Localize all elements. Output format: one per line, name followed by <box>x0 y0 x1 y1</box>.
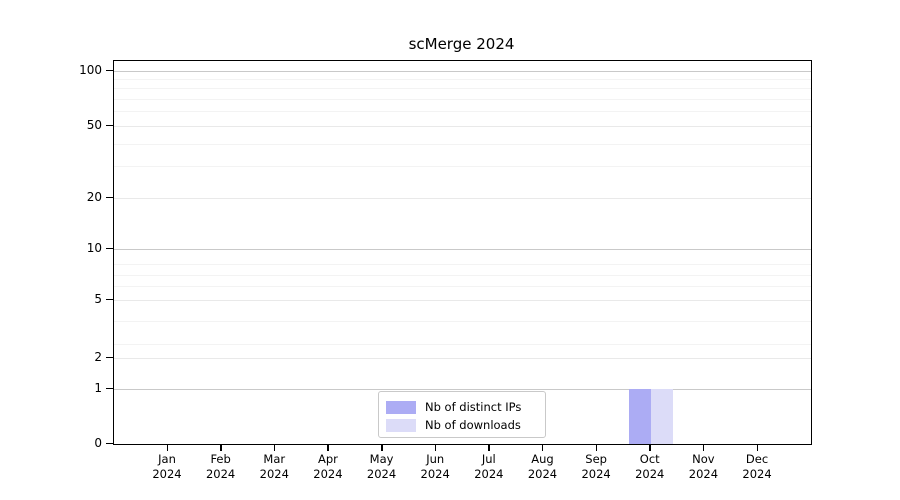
major-gridline <box>114 300 811 301</box>
y-tick-label: 100 <box>79 63 102 77</box>
y-tick-label: 50 <box>86 118 102 132</box>
x-tick-mark <box>273 444 276 451</box>
x-tick-mark <box>488 444 490 451</box>
x-tick-label: Mar 2024 <box>259 452 289 481</box>
major-gridline <box>114 358 811 359</box>
x-tick-mark <box>381 444 383 451</box>
minor-gridline <box>114 264 811 265</box>
legend-label: Nb of distinct IPs <box>425 400 522 414</box>
major-gridline <box>114 389 811 390</box>
y-tick-label: 1 <box>94 381 102 395</box>
legend-rows: Nb of distinct IPs Nb of downloads <box>386 398 537 434</box>
x-tick-mark <box>702 444 705 451</box>
y-tick-label: 0 <box>94 436 102 450</box>
chart-title: scMerge 2024 <box>408 35 515 53</box>
minor-gridline <box>114 286 811 287</box>
x-tick-mark <box>434 444 437 451</box>
x-tick-mark <box>756 444 759 451</box>
major-gridline <box>114 198 811 199</box>
x-tick-mark <box>649 444 651 451</box>
y-tick-mark <box>106 387 113 389</box>
x-tick-mark <box>541 444 544 451</box>
x-tick-label: Jun 2024 <box>420 452 450 481</box>
x-tick-label: Jan 2024 <box>152 452 182 481</box>
minor-gridline <box>114 79 811 80</box>
minor-gridline <box>114 144 811 145</box>
x-tick-mark <box>595 444 598 451</box>
minor-gridline <box>114 166 811 167</box>
minor-gridline <box>114 344 811 345</box>
legend-swatch-icon <box>386 418 416 432</box>
x-tick-label: May 2024 <box>366 452 397 481</box>
legend-entry: Nb of downloads <box>386 416 537 434</box>
x-tick-label: Apr 2024 <box>313 452 343 481</box>
y-tick-mark <box>106 298 113 300</box>
x-tick-label: Oct 2024 <box>635 452 665 481</box>
y-tick-label: 2 <box>94 350 102 364</box>
x-tick-mark <box>220 444 222 451</box>
x-tick-label: Feb 2024 <box>205 452 236 481</box>
minor-gridline <box>114 321 811 322</box>
minor-gridline <box>114 275 811 276</box>
y-tick-mark <box>106 196 113 198</box>
x-tick-label: Nov 2024 <box>688 452 719 481</box>
x-tick-label: Aug 2024 <box>527 452 558 481</box>
major-gridline <box>114 71 811 72</box>
x-tick-label: Jul 2024 <box>474 452 504 481</box>
major-gridline <box>114 249 811 250</box>
bar-nb-of-distinct-ips <box>628 389 651 444</box>
y-tick-mark <box>106 124 113 126</box>
legend-label: Nb of downloads <box>425 418 521 432</box>
legend: Nb of distinct IPs Nb of downloads <box>378 391 546 438</box>
legend-entry: Nb of distinct IPs <box>386 398 537 416</box>
y-tick-mark <box>106 356 113 358</box>
minor-gridline <box>114 111 811 112</box>
y-tick-label: 5 <box>94 292 102 306</box>
legend-swatch-icon <box>386 400 416 414</box>
x-tick-mark <box>166 444 168 451</box>
x-tick-label: Dec 2024 <box>742 452 772 481</box>
y-tick-mark <box>106 442 113 444</box>
y-tick-label: 20 <box>86 190 102 204</box>
minor-gridline <box>114 88 811 89</box>
y-tick-mark <box>106 69 113 71</box>
minor-gridline <box>114 99 811 100</box>
x-tick-label: Sep 2024 <box>581 452 611 481</box>
x-tick-mark <box>327 444 329 451</box>
y-tick-label: 10 <box>86 241 102 255</box>
plot-area: Nb of distinct IPs Nb of downloads <box>113 60 812 445</box>
major-gridline <box>114 126 811 127</box>
y-tick-mark <box>106 247 113 249</box>
bar-nb-of-downloads <box>650 389 673 444</box>
